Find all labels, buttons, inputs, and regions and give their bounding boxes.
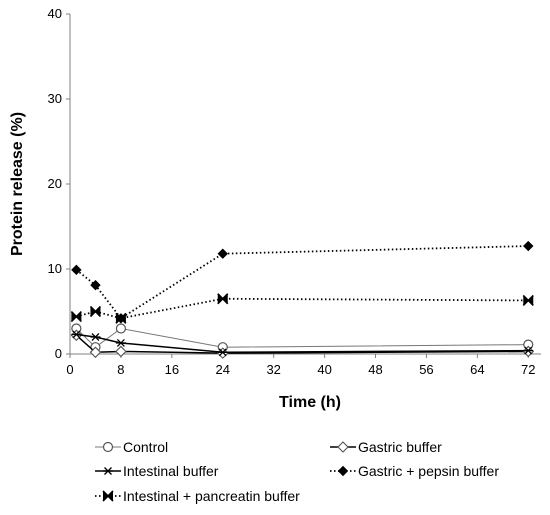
y-axis-title: Protein release (%): [9, 112, 26, 256]
legend-item: Gastric buffer: [330, 439, 442, 455]
data-point: [115, 338, 126, 347]
series-line: [75, 245, 529, 320]
x-tick-label: 48: [368, 362, 382, 377]
series-control: [71, 323, 534, 353]
data-point: [115, 323, 127, 334]
data-point: [217, 248, 228, 259]
series-line: [76, 297, 529, 320]
x-tick-label: 0: [66, 362, 73, 377]
series-gastric-pepsin-buffer: [71, 240, 534, 324]
x-tick-label: 64: [470, 362, 484, 377]
y-tick-label: 40: [48, 6, 62, 21]
y-tick-label: 10: [48, 261, 62, 276]
legend-marker: [337, 441, 349, 453]
legend-item: Intestinal + pancreatin buffer: [95, 488, 300, 504]
legend-label: Gastric buffer: [358, 439, 442, 455]
x-tick-label: 40: [317, 362, 331, 377]
legend-marker: [103, 467, 113, 475]
data-point: [90, 333, 101, 341]
data-point: [71, 330, 82, 339]
data-point: [71, 264, 82, 276]
legend-label: Intestinal + pancreatin buffer: [123, 488, 300, 504]
x-tick-label: 32: [266, 362, 280, 377]
series-intestinal-buffer: [71, 330, 534, 357]
axes: [69, 14, 541, 355]
data-point: [523, 346, 534, 355]
x-axis-title: Time (h): [279, 394, 341, 411]
y-tick-label: 0: [55, 346, 62, 361]
x-tick-label: 8: [117, 362, 124, 377]
data-point: [522, 294, 534, 307]
x-tick-label: 72: [521, 362, 535, 377]
series-layer: [70, 240, 535, 359]
data-point: [70, 311, 82, 323]
y-tick-label: 30: [48, 91, 62, 106]
data-point: [523, 240, 534, 252]
legend-marker: [337, 465, 349, 477]
x-tick-label: 16: [165, 362, 179, 377]
data-point: [115, 345, 127, 358]
legend-item: Gastric + pepsin buffer: [330, 463, 499, 479]
data-point: [217, 348, 228, 357]
legend-marker: [102, 441, 114, 453]
y-tick-label: 20: [48, 176, 62, 191]
legend-label: Control: [123, 439, 168, 455]
legend-item: Control: [95, 439, 168, 455]
legend-item: Intestinal buffer: [95, 463, 219, 479]
ticks: 0 8 16 24 32 40 48 56 64 72 0 10 20 30 40: [48, 6, 536, 377]
legend-label: Intestinal buffer: [123, 463, 219, 479]
data-point: [217, 293, 229, 305]
data-point: [89, 346, 102, 359]
data-point: [115, 312, 127, 324]
series-intestinal-pancreatin-buffer: [70, 293, 534, 324]
legend-marker: [102, 490, 114, 502]
x-tick-label: 56: [419, 362, 433, 377]
series-line: [76, 333, 529, 354]
legend: Control Gastric buffer Intestinal buffer Ga…: [95, 439, 499, 504]
x-tick-label: 24: [216, 362, 230, 377]
data-point: [90, 279, 101, 291]
legend-label: Gastric + pepsin buffer: [358, 463, 499, 479]
data-point: [89, 305, 102, 318]
